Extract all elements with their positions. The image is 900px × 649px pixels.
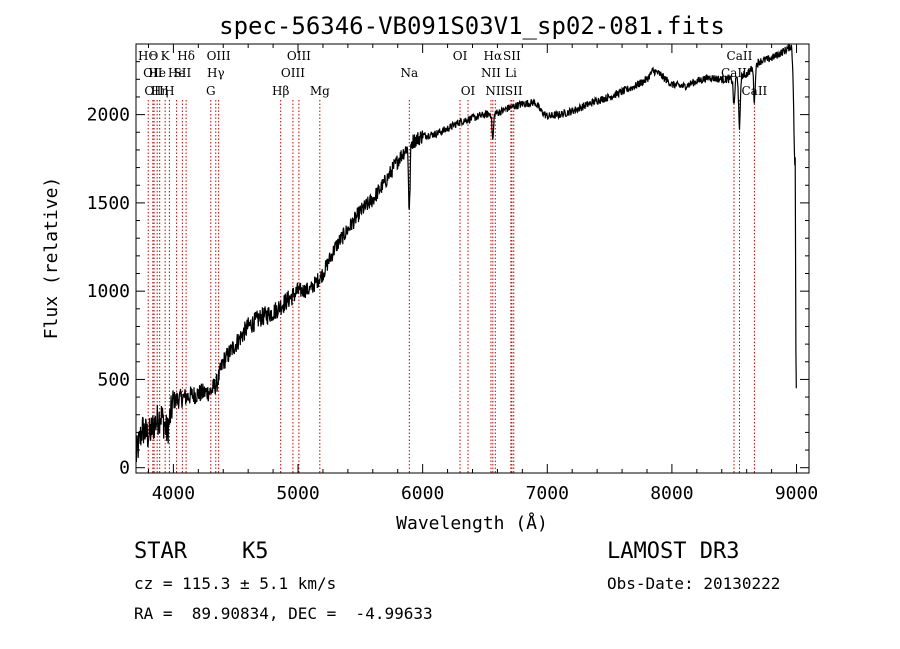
line-marker-label: He <box>148 66 166 80</box>
line-markers: HΘOIIOIIHeHηKHHeSIIHδGHγOIIIHβOIIIOIIIMg… <box>138 49 768 473</box>
line-marker-label: OIII <box>207 49 231 63</box>
line-marker-label: OIII <box>281 66 305 80</box>
spectrum-series <box>135 43 797 463</box>
flux-line <box>135 43 797 463</box>
line-marker-label: HΘ <box>138 49 158 63</box>
line-marker-label: Hη <box>151 84 169 98</box>
x-axis: 4000 5000 6000 7000 8000 9000 <box>147 44 818 504</box>
line-marker-label: G <box>206 84 216 98</box>
line-marker-label: NII <box>485 84 505 98</box>
line-marker-label: H <box>164 84 174 98</box>
x-tick-label: 9000 <box>775 483 818 504</box>
x-tick-label: 5000 <box>276 483 319 504</box>
survey-label: LAMOST DR3 <box>607 539 740 564</box>
line-marker-label: Hα <box>484 49 503 63</box>
line-marker-label: Hβ <box>272 84 289 98</box>
line-marker-label: He <box>168 66 186 80</box>
y-tick-label: 2000 <box>87 105 130 126</box>
line-marker-label: K <box>161 49 171 63</box>
line-marker-label: Mg <box>310 84 330 98</box>
x-tick-label: 4000 <box>152 483 195 504</box>
line-marker-label: NII <box>481 66 501 80</box>
y-axis-label: Flux (relative) <box>41 177 62 340</box>
line-marker-label: OII <box>143 66 163 80</box>
line-marker-label: OIII <box>287 49 311 63</box>
line-marker-label: Hγ <box>207 66 225 80</box>
line-marker-label: SII <box>174 66 192 80</box>
line-marker-label: OII <box>144 84 164 98</box>
y-tick-label: 0 <box>119 458 130 479</box>
y-tick-label: 1000 <box>87 281 130 302</box>
x-axis-label: Wavelength (Å) <box>396 512 548 534</box>
line-marker-label: Hδ <box>177 49 195 63</box>
line-marker-label: CaII <box>727 49 753 63</box>
obs-date-label: Obs-Date: 20130222 <box>607 574 781 593</box>
line-marker-label: OI <box>453 49 468 63</box>
chart-title: spec-56346-VB091S03V1_sp02-081.fits <box>219 12 725 40</box>
plot-frame <box>135 43 810 474</box>
line-marker-label: Li <box>505 66 517 80</box>
line-marker-label: OI <box>461 84 476 98</box>
line-marker-label: SII <box>505 84 523 98</box>
y-axis: 0 500 1000 1500 2000 <box>87 61 809 479</box>
y-tick-label: 500 <box>97 369 130 390</box>
object-class: STAR <box>134 539 187 564</box>
object-subclass: K5 <box>242 539 269 564</box>
x-tick-label: 8000 <box>650 483 693 504</box>
redshift-label: cz = 115.3 ± 5.1 km/s <box>134 574 337 593</box>
y-tick-label: 1500 <box>87 193 130 214</box>
x-tick-label: 7000 <box>526 483 569 504</box>
line-marker-label: Na <box>400 66 418 80</box>
x-tick-label: 6000 <box>401 483 444 504</box>
line-marker-label: SII <box>503 49 521 63</box>
coordinates-label: RA = 89.90834, DEC = -4.99633 <box>134 604 433 623</box>
